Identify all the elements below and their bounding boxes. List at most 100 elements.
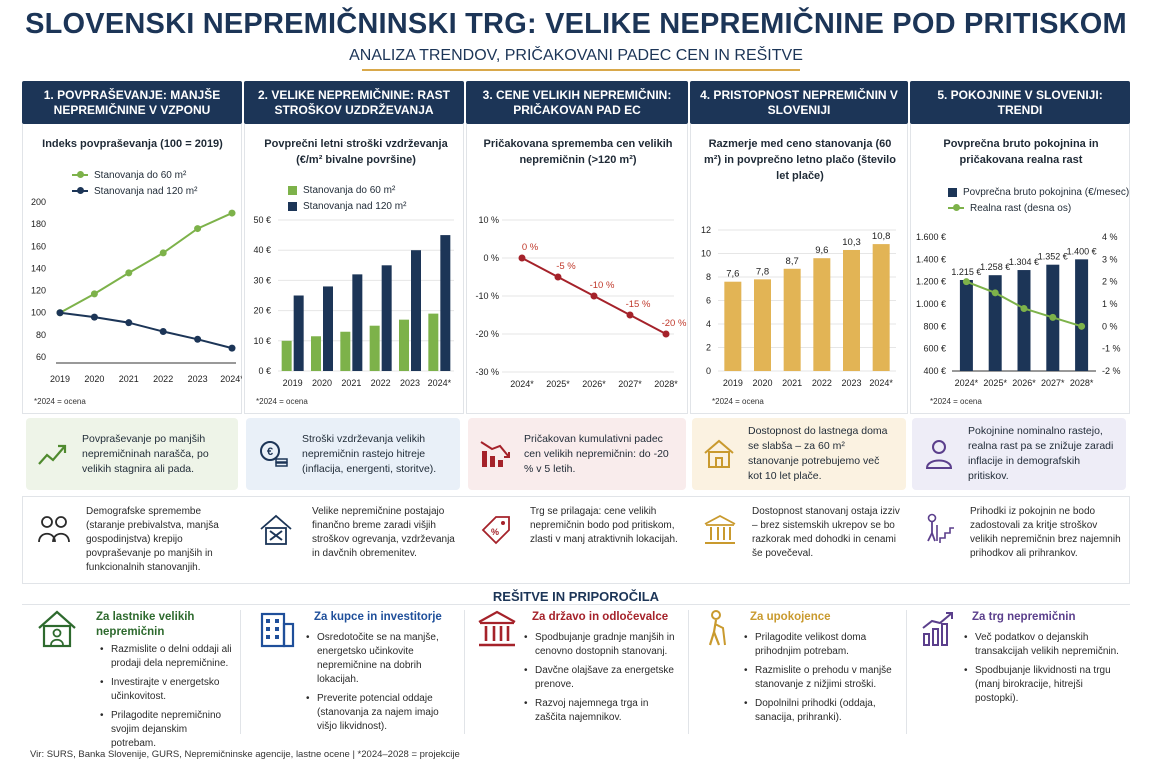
column-header-3: 3. CENE VELIKIH NEPREMIČNIN: PRIČAKOVAN … [466,81,688,124]
data-point [194,225,202,233]
solution-head-buyers: Za kupce in investitorje [314,611,442,623]
chart-2-note: *2024 = ocena [256,397,308,406]
footer-source: Vir: SURS, Banka Slovenije, GURS, Neprem… [30,749,460,760]
data-label: 10,8 [872,231,891,242]
legend-label: Realna rast (desna os) [970,202,1072,214]
bar [281,340,292,371]
y2-tick-label: 0 % [1102,321,1118,331]
x-tick-label: 2022 [153,374,173,384]
y-tick-label: 6 [706,296,711,306]
data-point [56,309,64,317]
key-box-text: Dostopnost do lastnega doma se slabša – … [748,425,888,482]
y-tick-label: -10 % [475,291,499,301]
data-label: 1.304 € [1009,257,1039,267]
chart-2-maintenance-costs: 0 € 10 € 20 € 30 € 40 € 50 € 2019 2020 2021 2022 2… [253,215,454,388]
data-point [554,273,562,281]
y-tick-label: 40 € [253,245,271,255]
key-box-price-drop: Pričakovan kumulativni padec cen velikih… [468,418,686,490]
y-tick-label: 200 [31,197,46,207]
data-label: 1.258 € [980,262,1010,272]
data-point [518,254,526,262]
y-tick-label: -30 % [475,367,499,377]
chart-3-price-change: -30 % -20 % -10 % 0 % 10 % 2024* 2025* 2026* 202… [475,215,686,389]
solution-list-buyers: Osredotočite se na manjše, energetsko uč… [306,631,460,739]
description-1: Demografske spremembe (staranje prebival… [86,506,219,573]
x-tick-label: 2024* [428,378,452,388]
x-tick-label: 2028* [654,379,678,389]
data-point [159,249,167,257]
x-tick-label: 2024* [869,378,893,388]
y-tick-label: 1.600 € [916,232,946,242]
column-header-2: 2. VELIKE NEPREMIČNINE: RAST STROŠKOV UZ… [244,81,464,124]
list-item: Spodbujanje likvidnosti na trgu (manj bi… [964,664,1126,706]
bar [352,274,363,371]
data-label: 10,3 [842,237,861,248]
chart-5-pensions: 400 € 600 € 800 € 1.000 € 1.200 € 1.400 € 1.60… [916,232,1121,388]
legend-label: Stanovanja nad 120 m² [303,200,407,212]
data-point [90,313,98,321]
column-header-4: 4. PRISTOPNOST NEPREMIČNIN V SLOVENIJI [690,81,908,124]
series-line [59,212,233,314]
description-row [22,496,1130,584]
chart-title-2: Povprečni letni stroški vzdrževanja (€/m… [264,138,448,166]
data-label: -10 % [590,280,615,291]
x-tick-label: 2028* [1070,378,1094,388]
panel-frame-4 [690,124,908,414]
y-tick-label: 20 € [253,306,271,316]
bar [411,250,421,371]
key-box-demand: Povpraševanje po manjših nepremičninah n… [26,418,238,490]
x-tick-label: 2022 [371,378,391,388]
list-item: Davčne olajšave za energetske prenove. [524,664,682,692]
senior-stairs-icon [927,513,954,543]
y2-tick-label: -1 % [1102,344,1121,354]
panel-frame-5 [910,124,1130,414]
y-tick-label: 10 [701,249,711,259]
solutions-title: REŠITVE IN PRIPOROČILA [492,589,660,604]
data-label: -15 % [626,299,651,310]
solutions-divider [464,610,465,734]
svg-text:€: € [267,446,273,458]
data-point [1078,322,1086,330]
data-label: 0 % [522,242,539,253]
svg-text:%: % [491,527,499,537]
y-tick-label: 8 [706,272,711,282]
y2-tick-label: 2 % [1102,277,1118,287]
market-growth-icon [922,612,953,646]
key-box-text: Pričakovan kumulativni padec cen velikih… [524,432,669,475]
data-point [194,335,202,343]
bar [428,313,439,371]
data-point [662,330,670,338]
legend-label: Povprečna bruto pokojnina (€/mesec) [963,186,1130,198]
bar [813,258,831,371]
solution-head-market: Za trg nepremičnin [972,611,1076,623]
panel-frame-3 [466,124,688,414]
list-item: Investirajte v energetsko učinkovitost. [100,676,234,704]
bar [754,279,771,371]
y2-tick-label: -2 % [1102,366,1121,376]
list-item: Več podatkov o dejanskih transakcijah ve… [964,631,1126,659]
data-point [962,278,970,286]
page-title: SLOVENSKI NEPREMIČNINSKI TRG: VELIKE NEP… [25,8,1127,40]
y-tick-label: 60 [36,352,46,362]
legend-label: Stanovanja nad 120 m² [94,185,198,197]
solutions-divider [906,610,907,734]
data-point [590,292,598,300]
solution-head-retirees: Za upokojence [750,611,831,623]
x-tick-label: 2019 [283,378,303,388]
description-4: Dostopnost stanovanj ostaja izziv – brez… [752,506,900,559]
description-2: Velike nepremičnine postajajo finančno b… [312,506,455,559]
x-tick-label: 2021 [119,374,139,384]
chart-title-3: Pričakovana sprememba cen velikih neprem… [483,138,673,166]
bar [843,249,860,371]
x-tick-label: 2023 [400,378,420,388]
house-tools-icon [260,514,292,545]
key-box-text: Povpraševanje po manjših nepremičninah n… [82,432,209,475]
y-tick-label: 1.400 € [916,254,946,264]
y-tick-label: 120 [31,286,46,296]
solution-list-market: Več podatkov o dejanskih transakcijah ve… [964,631,1126,711]
solutions-divider [240,610,241,734]
y-tick-label: 0 [706,366,711,376]
list-item: Prilagodite velikost doma prihodnjim pot… [744,631,902,659]
x-tick-label: 2024* [955,378,979,388]
data-label: 1.215 € [951,267,981,277]
